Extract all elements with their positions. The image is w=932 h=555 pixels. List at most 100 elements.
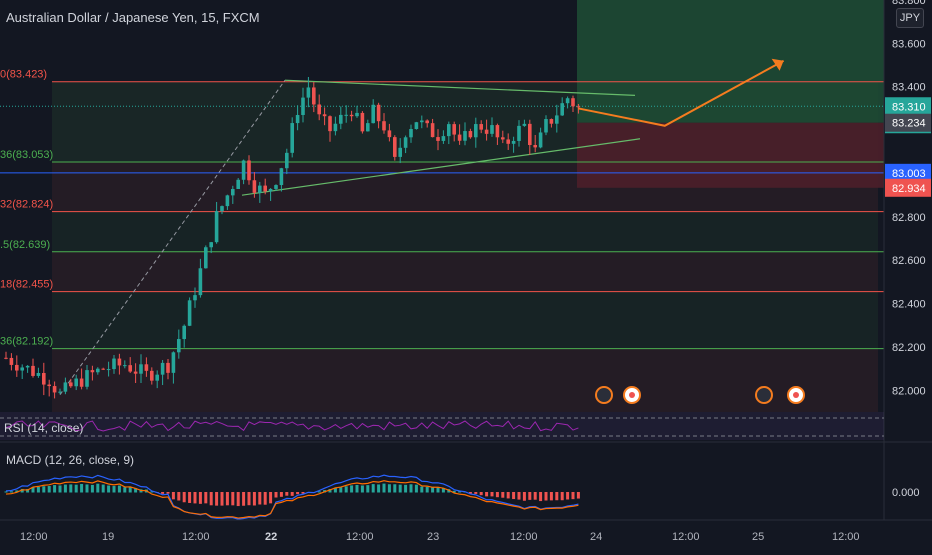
candle-body xyxy=(538,132,543,148)
macd-hist-bar xyxy=(377,484,381,493)
currency-button[interactable]: JPY xyxy=(896,8,924,28)
candle-body xyxy=(533,144,537,148)
economic-event-icon xyxy=(595,386,613,404)
candle-body xyxy=(549,119,554,124)
macd-hist-bar xyxy=(204,492,208,504)
price-axis-panel xyxy=(884,0,932,550)
candle-body xyxy=(31,365,35,376)
economic-event-icon xyxy=(755,386,773,404)
candle-body xyxy=(522,123,527,126)
candle-body xyxy=(436,137,440,141)
candle-body xyxy=(452,124,456,135)
event-dot xyxy=(629,392,635,398)
macd-hist-bar xyxy=(474,492,478,494)
macd-hist-bar xyxy=(539,492,543,502)
macd-hist-bar xyxy=(317,491,321,493)
macd-hist-bar xyxy=(225,492,229,506)
candle-body xyxy=(101,368,105,370)
macd-hist-bar xyxy=(161,492,165,494)
target-zone xyxy=(577,0,884,123)
macd-hist-bar xyxy=(528,492,532,500)
macd-hist-bar xyxy=(512,492,516,500)
macd-hist-bar xyxy=(398,484,402,493)
candle-body xyxy=(301,97,305,116)
candle-body xyxy=(36,373,41,376)
macd-hist-bar xyxy=(560,492,564,501)
macd-hist-bar xyxy=(36,486,40,493)
candle-body xyxy=(150,370,154,381)
fib-level-label: 18(82.455) xyxy=(0,279,53,291)
candle-body xyxy=(317,104,321,115)
candle-body xyxy=(79,378,84,387)
macd-hist-bar xyxy=(350,485,354,493)
candle-body xyxy=(25,365,30,368)
rsi-line xyxy=(5,420,579,432)
candle-body xyxy=(74,378,78,387)
time-axis-tick: 22 xyxy=(265,531,277,543)
candle-body xyxy=(576,106,581,108)
candle-body xyxy=(90,370,95,373)
macd-hist-bar xyxy=(134,488,138,493)
event-dot xyxy=(793,392,799,398)
candle-body xyxy=(285,152,289,169)
macd-hist-bar xyxy=(242,492,246,506)
candle-body xyxy=(198,268,203,296)
macd-hist-bar xyxy=(495,492,499,498)
macd-hist-bar xyxy=(15,490,19,493)
candle-body xyxy=(4,357,8,359)
macd-hist-bar xyxy=(285,492,289,496)
candle-body xyxy=(279,168,284,186)
macd-hist-bar xyxy=(387,484,391,493)
time-axis-tick: 12:00 xyxy=(346,531,374,543)
macd-hist-bar xyxy=(522,492,526,501)
candle-body xyxy=(258,185,262,193)
candle-body xyxy=(393,137,397,157)
macd-hist-bar xyxy=(576,492,580,499)
candle-body xyxy=(139,364,143,374)
fib-level-label: 36(82.192) xyxy=(0,336,53,348)
macd-hist-bar xyxy=(452,490,456,493)
macd-hist-bar xyxy=(404,484,408,493)
candle-body xyxy=(506,139,510,144)
fib-zone xyxy=(52,251,878,292)
candle-body xyxy=(9,357,14,365)
macd-hist-bar xyxy=(258,492,262,505)
macd-histogram xyxy=(4,483,580,507)
macd-hist-bar xyxy=(333,487,337,493)
macd-hist-bar xyxy=(479,492,483,496)
price-label-bg xyxy=(885,113,931,132)
candle-body xyxy=(544,119,548,133)
macd-hist-bar xyxy=(42,486,46,493)
macd-hist-bar xyxy=(188,492,192,503)
time-axis-tick: 12:00 xyxy=(832,531,860,543)
macd-hist-bar xyxy=(301,492,305,494)
macd-hist-bar xyxy=(63,484,67,493)
macd-hist-bar xyxy=(366,485,370,493)
candles xyxy=(4,76,581,399)
candle-body xyxy=(144,364,149,371)
macd-hist-bar xyxy=(447,489,451,493)
candle-body xyxy=(322,114,327,117)
candle-body xyxy=(565,98,570,104)
macd-hist-bar xyxy=(420,486,424,493)
dashed-swing-line xyxy=(59,79,286,395)
time-axis-tick: 12:00 xyxy=(510,531,538,543)
macd-hist-bar xyxy=(220,492,224,506)
macd-hist-bar xyxy=(112,486,116,493)
fib-level-label: 0(83.423) xyxy=(0,69,47,81)
candle-body xyxy=(355,112,359,117)
macd-hist-bar xyxy=(209,492,213,506)
candle-body xyxy=(274,185,278,189)
signal-line xyxy=(5,480,579,519)
macd-hist-bar xyxy=(20,488,24,493)
candle-body xyxy=(495,125,500,138)
candle-body xyxy=(468,131,473,138)
macd-hist-bar xyxy=(382,483,386,493)
candle-body xyxy=(339,114,343,124)
candle-body xyxy=(160,362,165,375)
candle-body xyxy=(517,125,521,141)
macd-hist-bar xyxy=(414,484,418,493)
macd-hist-bar xyxy=(171,492,175,500)
